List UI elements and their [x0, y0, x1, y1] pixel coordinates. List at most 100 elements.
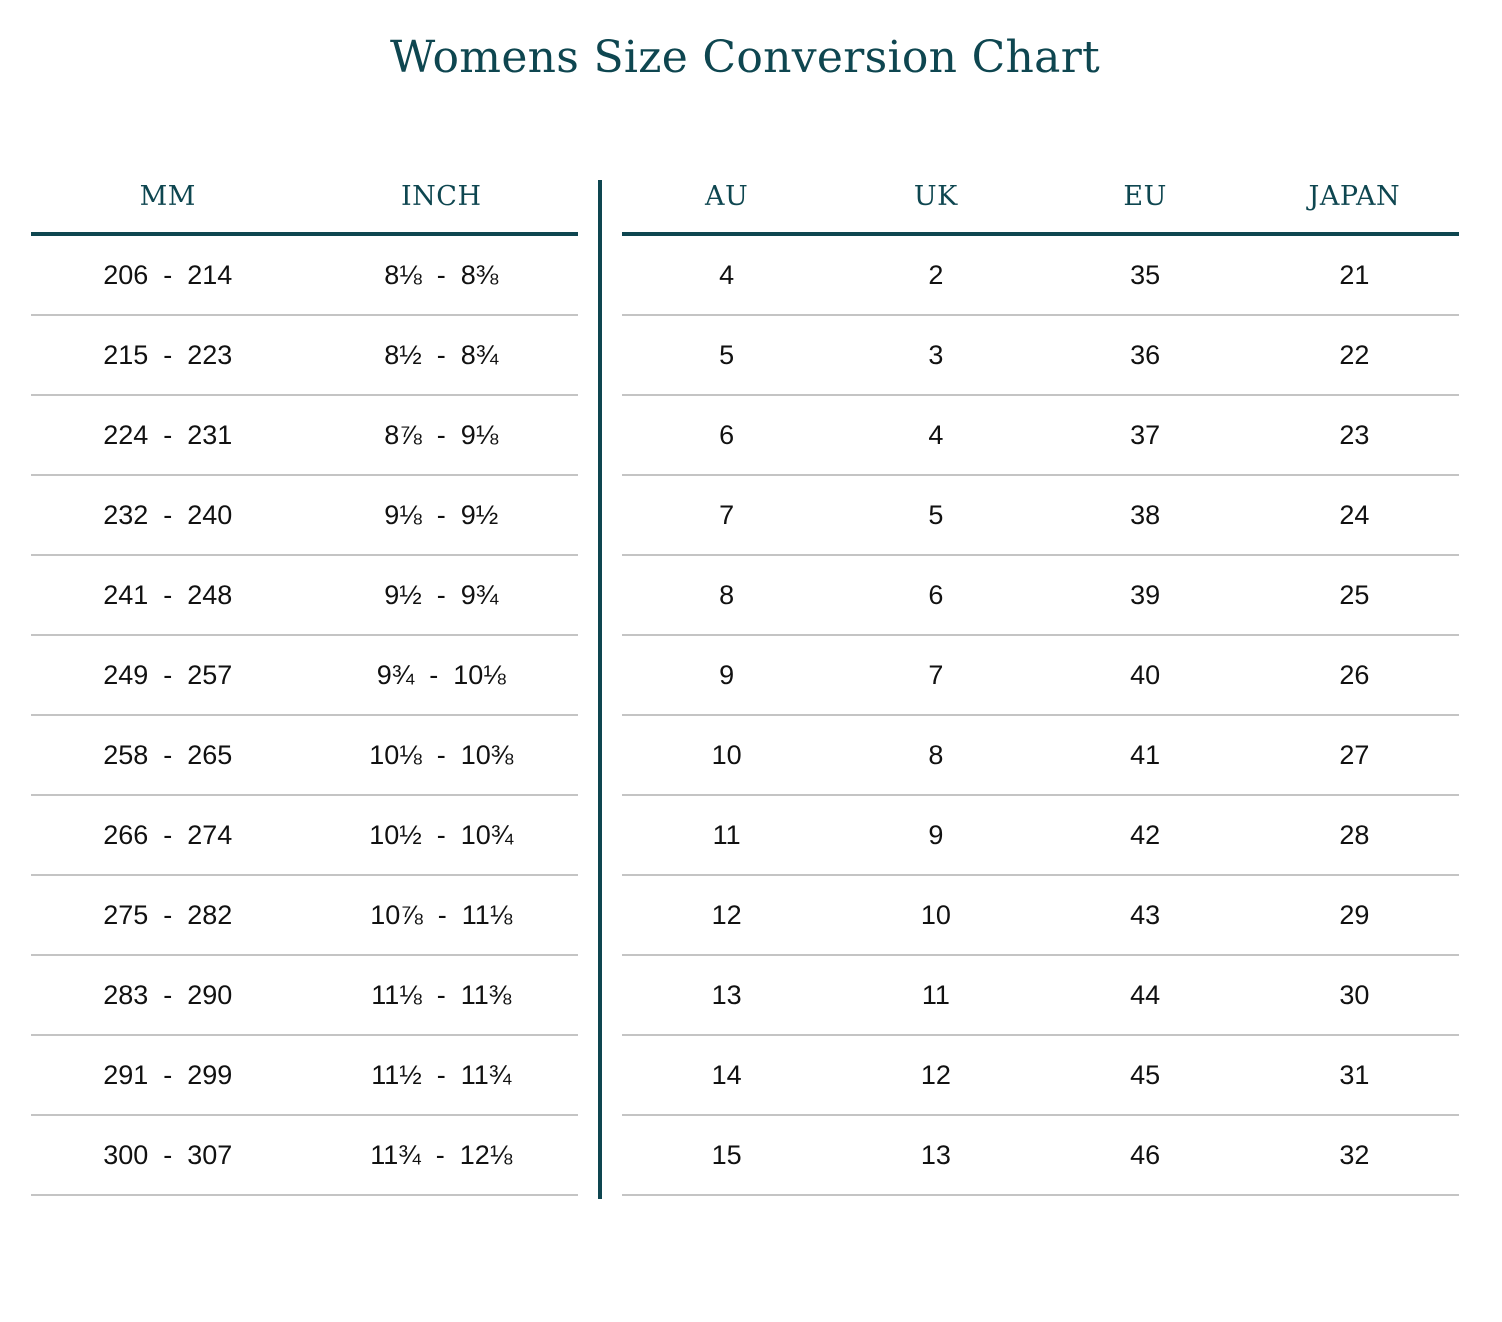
table-row: 266 - 274 10½ - 10¾ [31, 796, 578, 876]
inch-cell: 10½ - 10¾ [369, 820, 514, 850]
mm-cell: 241 - 248 [103, 580, 233, 610]
column-divider [598, 180, 602, 1199]
eu-cell: 46 [1130, 1140, 1161, 1170]
eu-cell: 43 [1130, 900, 1161, 930]
page-title: Womens Size Conversion Chart [389, 32, 1101, 83]
uk-cell: 10 [920, 900, 951, 930]
table-row: 10 8 41 27 [622, 716, 1459, 796]
column-header-japan: JAPAN [1308, 181, 1401, 212]
au-cell: 7 [719, 500, 735, 530]
measurement-header-row: MM INCH [31, 158, 578, 236]
table-row: 206 - 214 8⅛ - 8⅜ [31, 236, 578, 316]
uk-cell: 9 [928, 820, 944, 850]
table-row: 8 6 39 25 [622, 556, 1459, 636]
table-row: 283 - 290 11⅛ - 11⅜ [31, 956, 578, 1036]
japan-cell: 25 [1339, 580, 1370, 610]
uk-cell: 8 [928, 740, 944, 770]
table-row: 12 10 43 29 [622, 876, 1459, 956]
eu-cell: 38 [1130, 500, 1161, 530]
inch-cell: 8⅛ - 8⅜ [384, 260, 499, 290]
japan-cell: 30 [1339, 980, 1370, 1010]
inch-cell: 11¾ - 12⅛ [370, 1140, 513, 1170]
column-header-eu: EU [1123, 181, 1167, 212]
uk-cell: 11 [921, 980, 950, 1010]
table-row: 5 3 36 22 [622, 316, 1459, 396]
mm-cell: 224 - 231 [103, 420, 233, 450]
japan-cell: 27 [1339, 740, 1370, 770]
japan-cell: 24 [1339, 500, 1370, 530]
japan-cell: 31 [1339, 1060, 1370, 1090]
inch-cell: 9⅛ - 9½ [384, 500, 499, 530]
au-cell: 5 [719, 340, 735, 370]
japan-cell: 26 [1339, 660, 1370, 690]
table-row: 300 - 307 11¾ - 12⅛ [31, 1116, 578, 1196]
measurement-table: MM INCH 206 - 214 8⅛ - 8⅜ 215 - 223 8½ - 8¾… [31, 158, 578, 1196]
size-table: AU UK EU JAPAN 4 2 35 21 5 3 36 22 6 4 37 23 7 5 38 24 8… [622, 158, 1459, 1196]
table-row: 11 9 42 28 [622, 796, 1459, 876]
inch-cell: 8⅞ - 9⅛ [384, 420, 499, 450]
table-row: 9 7 40 26 [622, 636, 1459, 716]
au-cell: 9 [719, 660, 735, 690]
au-cell: 8 [719, 580, 735, 610]
table-row: 258 - 265 10⅛ - 10⅜ [31, 716, 578, 796]
mm-cell: 291 - 299 [103, 1060, 233, 1090]
uk-cell: 2 [928, 260, 944, 290]
inch-cell: 9¾ - 10⅛ [376, 660, 506, 690]
table-row: 275 - 282 10⅞ - 11⅛ [31, 876, 578, 956]
au-cell: 4 [719, 260, 735, 290]
eu-cell: 36 [1130, 340, 1161, 370]
japan-cell: 32 [1339, 1140, 1370, 1170]
table-row: 4 2 35 21 [622, 236, 1459, 316]
au-cell: 12 [711, 900, 742, 930]
au-cell: 15 [711, 1140, 742, 1170]
eu-cell: 41 [1130, 740, 1161, 770]
column-header-inch: INCH [401, 181, 482, 212]
japan-cell: 21 [1339, 260, 1370, 290]
eu-cell: 45 [1130, 1060, 1161, 1090]
uk-cell: 7 [928, 660, 944, 690]
au-cell: 14 [711, 1060, 742, 1090]
japan-cell: 29 [1339, 900, 1370, 930]
table-row: 249 - 257 9¾ - 10⅛ [31, 636, 578, 716]
table-row: 215 - 223 8½ - 8¾ [31, 316, 578, 396]
uk-cell: 4 [928, 420, 944, 450]
table-row: 14 12 45 31 [622, 1036, 1459, 1116]
mm-cell: 283 - 290 [103, 980, 233, 1010]
mm-cell: 258 - 265 [103, 740, 233, 770]
au-cell: 10 [711, 740, 742, 770]
table-row: 241 - 248 9½ - 9¾ [31, 556, 578, 636]
au-cell: 6 [719, 420, 735, 450]
eu-cell: 44 [1130, 980, 1161, 1010]
mm-cell: 215 - 223 [103, 340, 233, 370]
uk-cell: 5 [928, 500, 944, 530]
inch-cell: 8½ - 8¾ [384, 340, 499, 370]
size-table-body: 4 2 35 21 5 3 36 22 6 4 37 23 7 5 38 24 8 6 39 25 9 7 40 26 10 8 4… [622, 236, 1459, 1196]
column-header-au: AU [704, 181, 749, 212]
eu-cell: 39 [1130, 580, 1161, 610]
inch-cell: 10⅞ - 11⅛ [370, 900, 513, 930]
japan-cell: 28 [1339, 820, 1370, 850]
table-row: 6 4 37 23 [622, 396, 1459, 476]
table-row: 13 11 44 30 [622, 956, 1459, 1036]
column-header-uk: UK [913, 181, 958, 212]
uk-cell: 3 [928, 340, 944, 370]
inch-cell: 10⅛ - 10⅜ [369, 740, 514, 770]
mm-cell: 275 - 282 [103, 900, 233, 930]
table-row: 7 5 38 24 [622, 476, 1459, 556]
table-row: 15 13 46 32 [622, 1116, 1459, 1196]
mm-cell: 249 - 257 [103, 660, 233, 690]
measurement-table-body: 206 - 214 8⅛ - 8⅜ 215 - 223 8½ - 8¾ 224 - 23… [31, 236, 578, 1196]
mm-cell: 206 - 214 [103, 260, 233, 290]
inch-cell: 9½ - 9¾ [384, 580, 499, 610]
uk-cell: 6 [928, 580, 944, 610]
mm-cell: 232 - 240 [103, 500, 233, 530]
au-cell: 11 [712, 820, 741, 850]
eu-cell: 35 [1130, 260, 1161, 290]
mm-cell: 300 - 307 [103, 1140, 233, 1170]
inch-cell: 11½ - 11¾ [371, 1060, 512, 1090]
size-header-row: AU UK EU JAPAN [622, 158, 1459, 236]
eu-cell: 37 [1130, 420, 1161, 450]
table-row: 224 - 231 8⅞ - 9⅛ [31, 396, 578, 476]
table-row: 291 - 299 11½ - 11¾ [31, 1036, 578, 1116]
eu-cell: 40 [1130, 660, 1161, 690]
